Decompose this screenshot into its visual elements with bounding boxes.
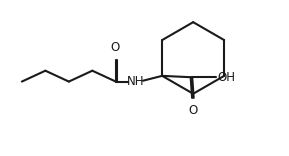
Text: O: O [188, 104, 197, 117]
Text: O: O [111, 41, 120, 54]
Text: OH: OH [218, 71, 236, 84]
Text: NH: NH [127, 75, 144, 88]
